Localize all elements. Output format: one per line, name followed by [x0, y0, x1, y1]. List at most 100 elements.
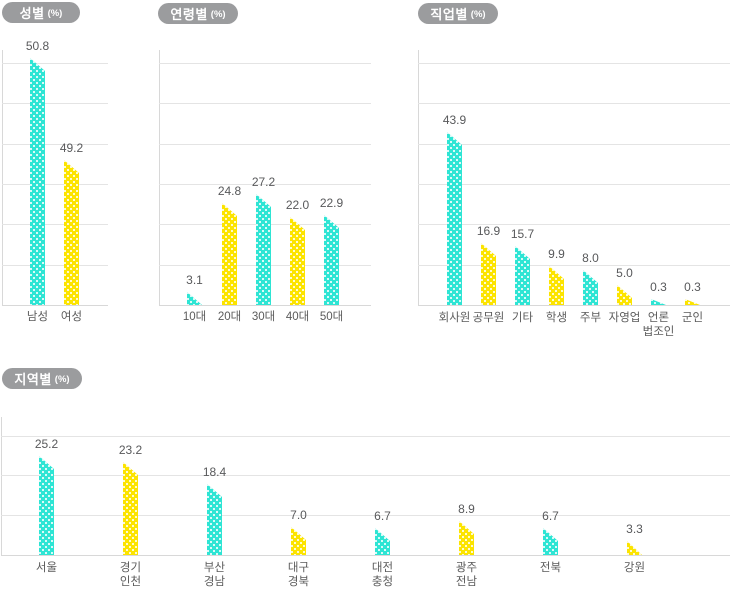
category-label-line: 경기	[119, 562, 142, 574]
section-unit: (%)	[470, 9, 486, 20]
occupation-baseline	[418, 305, 730, 306]
region-category-label: 전북	[511, 562, 591, 576]
region-value-label: 6.7	[542, 509, 559, 523]
category-label-line: 학생	[545, 312, 568, 324]
age-value-label: 24.8	[217, 184, 242, 198]
age-category-label: 40대	[258, 311, 338, 325]
region-gridline	[1, 436, 730, 437]
region-bar-전북	[543, 528, 558, 555]
gender-gridline	[2, 103, 108, 104]
region-gridline	[1, 515, 730, 516]
category-label-line: 경북	[287, 575, 310, 588]
age-bar-40대	[290, 217, 305, 305]
region-category-label: 대구 경북	[259, 562, 339, 589]
category-label-line: 인천	[119, 575, 142, 588]
age-value-label: 3.1	[186, 273, 203, 287]
occupation-bar-기타	[515, 246, 530, 305]
category-label-line: 기타	[511, 312, 534, 324]
section-title: 지역별	[14, 372, 52, 387]
section-title: 직업별	[430, 7, 468, 22]
gender-bar-여성	[64, 160, 79, 305]
region-baseline	[1, 555, 730, 556]
category-label-line: 50대	[319, 311, 344, 323]
category-label-line: 회사원	[438, 312, 471, 324]
occupation-value-label: 9.9	[548, 247, 565, 261]
category-label-line: 서울	[35, 562, 58, 574]
gender-baseline	[2, 305, 108, 306]
category-label-line: 자영업	[608, 312, 641, 324]
category-label-line: 전북	[539, 562, 562, 574]
category-label-line: 전남	[455, 575, 478, 588]
category-label-line: 충청	[371, 575, 394, 588]
section-title: 성별	[19, 6, 45, 21]
category-label-line: 언론	[647, 312, 670, 324]
occupation-bar-자영업	[617, 285, 632, 305]
category-label-line: 부산	[203, 562, 226, 574]
occupation-category-label: 군인	[653, 312, 730, 326]
age-y-axis-line	[159, 50, 160, 305]
age-gridline	[159, 63, 371, 64]
occupation-category-label: 회사원	[415, 312, 495, 326]
region-y-axis-line	[1, 417, 2, 555]
region-category-label: 서울	[7, 562, 87, 576]
gender-value-label: 50.8	[25, 39, 50, 53]
region-bar-부산경남	[207, 484, 222, 555]
age-bar-10대	[187, 292, 202, 305]
section-badge-occupation: 직업별 (%)	[418, 3, 498, 24]
age-value-label: 22.9	[319, 196, 344, 210]
section-title: 연령별	[170, 7, 208, 22]
region-bar-대구경북	[291, 527, 306, 555]
occupation-gridline	[418, 265, 730, 266]
occupation-value-label: 0.3	[650, 280, 667, 294]
gender-gridline	[2, 184, 108, 185]
region-bar-강원	[627, 541, 642, 555]
region-bar-대전충청	[375, 528, 390, 555]
category-label-line: 대전	[371, 562, 394, 574]
occupation-gridline	[418, 184, 730, 185]
category-label-line: 여성	[60, 311, 83, 323]
age-value-label: 27.2	[251, 175, 276, 189]
region-value-label: 23.2	[118, 443, 143, 457]
occupation-category-label: 기타	[483, 312, 563, 326]
region-bar-경기인천	[123, 462, 138, 555]
region-category-label: 대전 충청	[343, 562, 423, 589]
occupation-category-label: 언론 법조인	[619, 312, 699, 339]
region-category-label: 광주 전남	[427, 562, 507, 589]
occupation-gridline	[418, 144, 730, 145]
age-category-label: 30대	[224, 311, 304, 325]
occupation-gridline	[418, 103, 730, 104]
region-gridline	[1, 475, 730, 476]
occupation-value-label: 0.3	[684, 280, 701, 294]
category-label-line: 강원	[623, 562, 646, 574]
section-badge-region: 지역별 (%)	[2, 368, 82, 389]
region-value-label: 6.7	[374, 509, 391, 523]
category-label-line: 대구	[287, 562, 310, 574]
occupation-category-label: 자영업	[585, 312, 665, 326]
category-label-line: 공무원	[472, 312, 505, 324]
region-value-label: 7.0	[290, 508, 307, 522]
gender-gridline	[2, 224, 108, 225]
region-value-label: 25.2	[34, 437, 59, 451]
category-label-line: 주부	[579, 312, 602, 324]
occupation-gridline	[418, 224, 730, 225]
region-category-label: 경기 인천	[91, 562, 171, 589]
occupation-bar-주부	[583, 270, 598, 305]
category-label-line: 남성	[26, 311, 49, 323]
gender-value-label: 49.2	[59, 141, 84, 155]
occupation-bar-회사원	[447, 132, 462, 305]
occupation-category-label: 주부	[551, 312, 631, 326]
category-label-line: 법조인	[642, 325, 675, 338]
occupation-bar-군인	[685, 299, 700, 305]
occupation-bar-학생	[549, 266, 564, 305]
age-value-label: 22.0	[285, 198, 310, 212]
category-label-line: 30대	[251, 311, 276, 323]
age-category-label: 10대	[155, 311, 235, 325]
category-label-line: 군인	[681, 312, 704, 324]
region-category-label: 강원	[595, 562, 675, 576]
gender-gridline	[2, 144, 108, 145]
gender-gridline	[2, 63, 108, 64]
region-bar-서울	[39, 456, 54, 555]
occupation-category-label: 공무원	[449, 312, 529, 326]
occupation-y-axis-line	[418, 50, 419, 305]
age-bar-50대	[324, 215, 339, 305]
